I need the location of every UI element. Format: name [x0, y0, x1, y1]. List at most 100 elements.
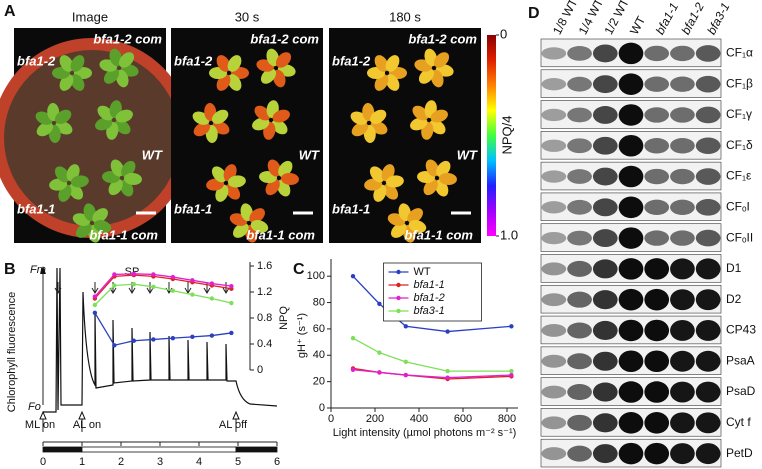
leaf [225, 183, 241, 200]
band [695, 229, 721, 247]
leaf [118, 52, 135, 68]
leaf [407, 208, 423, 224]
leaf [109, 48, 123, 67]
photo-label: bfa1-2 [174, 53, 213, 68]
leaf [95, 117, 113, 131]
y-tick-label: 20 [313, 376, 325, 388]
y-tick-label: 1.6 [257, 260, 272, 272]
leaf [70, 55, 85, 72]
light-bar [42, 446, 83, 453]
legend-marker [396, 295, 401, 301]
leaf [114, 119, 131, 135]
leaf [211, 109, 229, 124]
band [618, 134, 644, 157]
band [567, 46, 592, 61]
legend-label: bfa1-1 [414, 279, 445, 291]
band [592, 229, 618, 248]
photo-label: bfa1-1 [17, 201, 55, 216]
band [567, 138, 592, 154]
data-point [445, 375, 450, 380]
legend-marker [396, 308, 401, 314]
x-tick-label: 200 [366, 413, 384, 425]
data-point [509, 324, 514, 329]
band [644, 412, 670, 434]
leaf [271, 119, 288, 135]
band [670, 350, 695, 372]
series-line [94, 274, 232, 299]
band [695, 289, 721, 311]
data-point [350, 273, 356, 279]
band [567, 414, 592, 431]
band [592, 413, 618, 433]
lane-label: WT [627, 13, 648, 37]
photo-label: bfa1-2 [332, 53, 371, 68]
photo-label: WT [457, 147, 478, 162]
data-point [229, 283, 234, 289]
leaf [216, 55, 231, 72]
band [618, 104, 644, 126]
band [670, 319, 695, 341]
band [670, 138, 695, 154]
band [592, 44, 618, 63]
leaf [266, 48, 280, 67]
panel-label: D [528, 5, 540, 22]
leaf [430, 109, 448, 123]
band [618, 442, 644, 465]
leaf [424, 48, 438, 67]
leaf [103, 68, 120, 84]
leaf [391, 222, 407, 238]
band [567, 353, 592, 370]
data-point [377, 350, 382, 355]
leaf [36, 122, 54, 137]
protein-label: CF₁γ [726, 107, 752, 121]
band [567, 107, 592, 123]
band [592, 75, 618, 94]
leaf [385, 74, 400, 91]
leaf [433, 52, 450, 68]
leaf [76, 222, 92, 238]
leaf [410, 117, 428, 131]
series-line [94, 283, 232, 306]
band [644, 199, 670, 216]
leaf [385, 55, 400, 72]
y-tick-label: 1.2 [257, 286, 272, 298]
legend-label: WT [414, 266, 431, 278]
band [644, 230, 670, 246]
series-line [352, 337, 512, 372]
photo-label: bfa1-2 com [93, 31, 162, 46]
y-tick-label: 0.8 [257, 312, 272, 324]
band [541, 139, 567, 152]
band [592, 320, 618, 341]
sp-arrow [184, 282, 192, 294]
band [618, 73, 644, 95]
protein-label: CF₁α [726, 46, 753, 60]
band [592, 290, 618, 310]
y-tick-label: 100 [307, 270, 325, 282]
photo-label: bfa1-1 com [246, 227, 315, 242]
leaf [260, 68, 277, 84]
protein-label: PsaD [726, 384, 756, 398]
leaf [70, 175, 89, 188]
band [541, 201, 567, 214]
data-point [151, 337, 156, 342]
leaf [418, 68, 435, 84]
band [618, 227, 644, 249]
leaf [369, 109, 387, 124]
annotation: AL off [219, 419, 248, 431]
data-point [209, 281, 215, 286]
leaf [275, 52, 292, 68]
data-point [445, 368, 450, 374]
band [670, 168, 695, 185]
colorbar-tick-label: 0 [500, 26, 507, 41]
x-axis-label: Light intensity (µmol photons m⁻² s⁻¹) [333, 427, 517, 439]
band [644, 442, 670, 465]
band [670, 107, 695, 123]
data-point [377, 370, 382, 375]
sp-arrow [91, 282, 99, 294]
band [618, 381, 644, 403]
data-point [112, 272, 117, 277]
band [695, 381, 721, 403]
band [541, 78, 567, 91]
leaf [227, 55, 242, 72]
band [567, 260, 592, 277]
